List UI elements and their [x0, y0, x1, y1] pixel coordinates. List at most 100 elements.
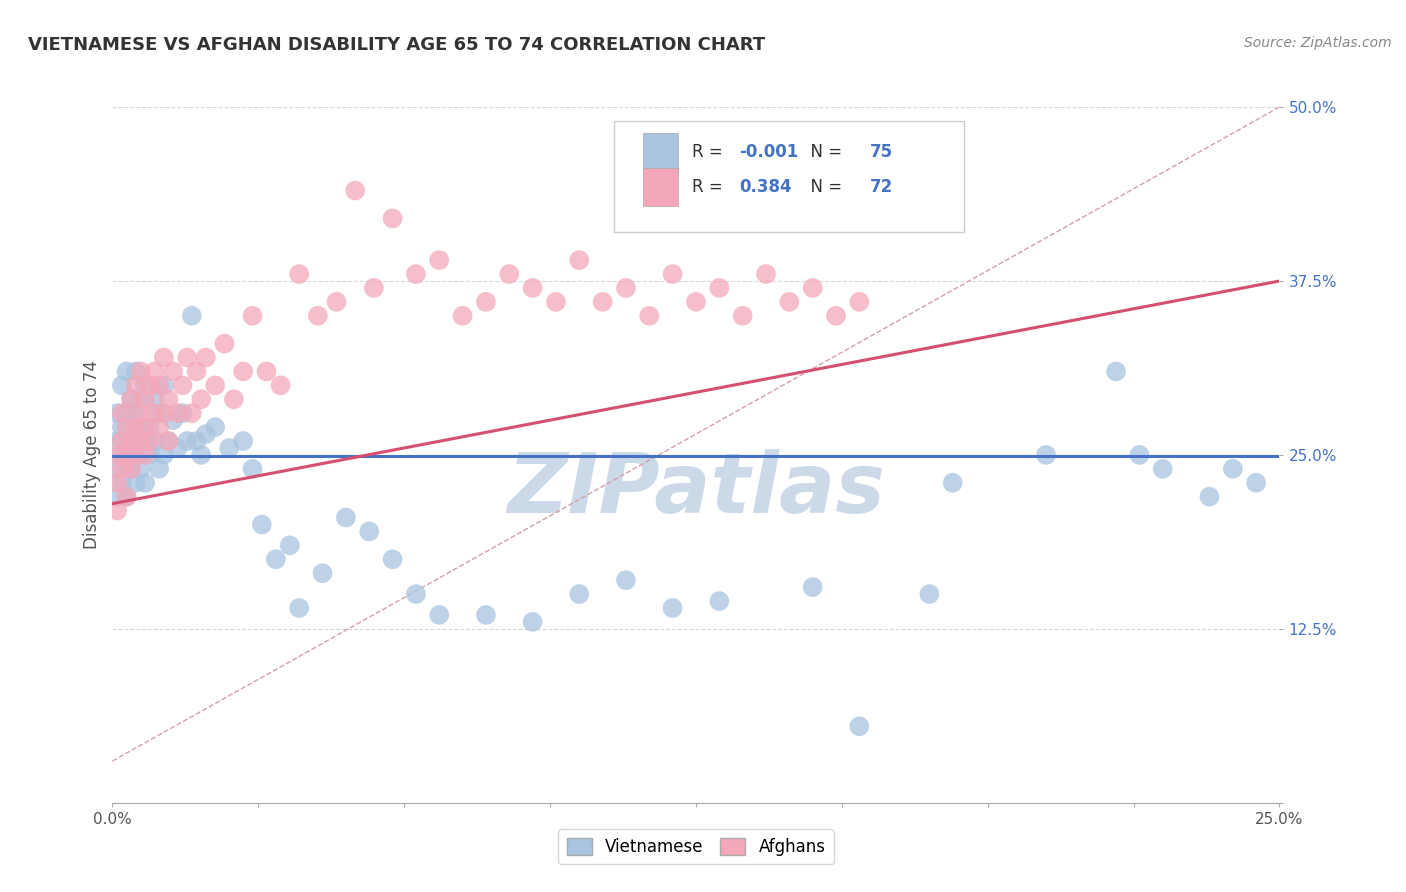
Point: [475, 607, 498, 622]
Point: [1152, 462, 1174, 476]
Point: [129, 392, 152, 407]
Point: [134, 434, 156, 448]
FancyBboxPatch shape: [614, 121, 965, 232]
Point: [190, 448, 212, 462]
Point: [157, 434, 180, 448]
Point: [825, 309, 848, 323]
Point: [204, 420, 226, 434]
Point: [129, 364, 152, 378]
Point: [115, 406, 138, 420]
Point: [148, 378, 170, 392]
Point: [498, 267, 520, 281]
Point: [176, 351, 198, 365]
Point: [115, 420, 138, 434]
Point: [204, 378, 226, 392]
Point: [115, 364, 138, 378]
Point: [120, 392, 142, 407]
Point: [1198, 490, 1220, 504]
Point: [755, 267, 778, 281]
Text: R =: R =: [693, 178, 728, 196]
Bar: [644, 133, 679, 171]
Point: [288, 601, 311, 615]
Point: [709, 594, 731, 608]
Point: [731, 309, 754, 323]
Point: [638, 309, 661, 323]
Point: [139, 448, 162, 462]
Point: [801, 580, 824, 594]
Point: [176, 434, 198, 448]
Point: [134, 392, 156, 407]
Point: [111, 378, 134, 392]
Point: [194, 351, 217, 365]
Point: [139, 420, 162, 434]
Point: [1105, 364, 1128, 378]
Point: [111, 475, 134, 490]
Point: [111, 434, 134, 448]
Point: [134, 378, 156, 392]
Point: [232, 434, 254, 448]
Point: [143, 406, 166, 420]
Point: [344, 184, 367, 198]
Point: [250, 517, 273, 532]
Point: [242, 462, 264, 476]
Point: [125, 475, 148, 490]
Point: [125, 406, 148, 420]
Point: [111, 462, 134, 476]
Point: [307, 309, 329, 323]
Point: [381, 211, 404, 226]
Point: [120, 434, 142, 448]
Point: [115, 448, 138, 462]
Point: [475, 294, 498, 309]
Point: [381, 552, 404, 566]
Point: [139, 434, 162, 448]
Point: [661, 601, 683, 615]
Point: [1222, 462, 1244, 476]
Point: [172, 378, 194, 392]
Point: [120, 434, 142, 448]
Y-axis label: Disability Age 65 to 74: Disability Age 65 to 74: [83, 360, 101, 549]
Point: [143, 364, 166, 378]
Point: [194, 427, 217, 442]
Point: [264, 552, 287, 566]
Point: [242, 309, 264, 323]
Text: N =: N =: [800, 144, 848, 161]
Point: [125, 378, 148, 392]
Point: [105, 448, 128, 462]
Point: [139, 378, 162, 392]
Point: [848, 719, 870, 733]
Point: [120, 462, 142, 476]
Point: [115, 490, 138, 504]
Point: [405, 267, 427, 281]
Point: [311, 566, 333, 581]
Point: [278, 538, 301, 552]
Point: [270, 378, 292, 392]
Point: [180, 309, 202, 323]
Point: [120, 462, 142, 476]
Point: [143, 434, 166, 448]
Point: [232, 364, 254, 378]
Point: [157, 392, 180, 407]
Point: [125, 448, 148, 462]
Point: [1244, 475, 1267, 490]
Point: [166, 406, 188, 420]
Point: [218, 441, 240, 455]
Point: [148, 462, 170, 476]
Point: [942, 475, 965, 490]
Point: [143, 392, 166, 407]
Text: 0.384: 0.384: [740, 178, 792, 196]
Point: [115, 448, 138, 462]
Point: [105, 490, 128, 504]
Point: [359, 524, 381, 539]
Point: [105, 406, 128, 420]
Point: [256, 364, 278, 378]
Point: [522, 615, 544, 629]
Point: [427, 607, 450, 622]
Point: [166, 441, 188, 455]
Text: Source: ZipAtlas.com: Source: ZipAtlas.com: [1244, 36, 1392, 50]
Text: ZIPatlas: ZIPatlas: [508, 450, 884, 530]
Point: [153, 351, 176, 365]
Point: [111, 406, 134, 420]
Point: [685, 294, 707, 309]
Point: [190, 392, 212, 407]
Point: [614, 573, 637, 587]
